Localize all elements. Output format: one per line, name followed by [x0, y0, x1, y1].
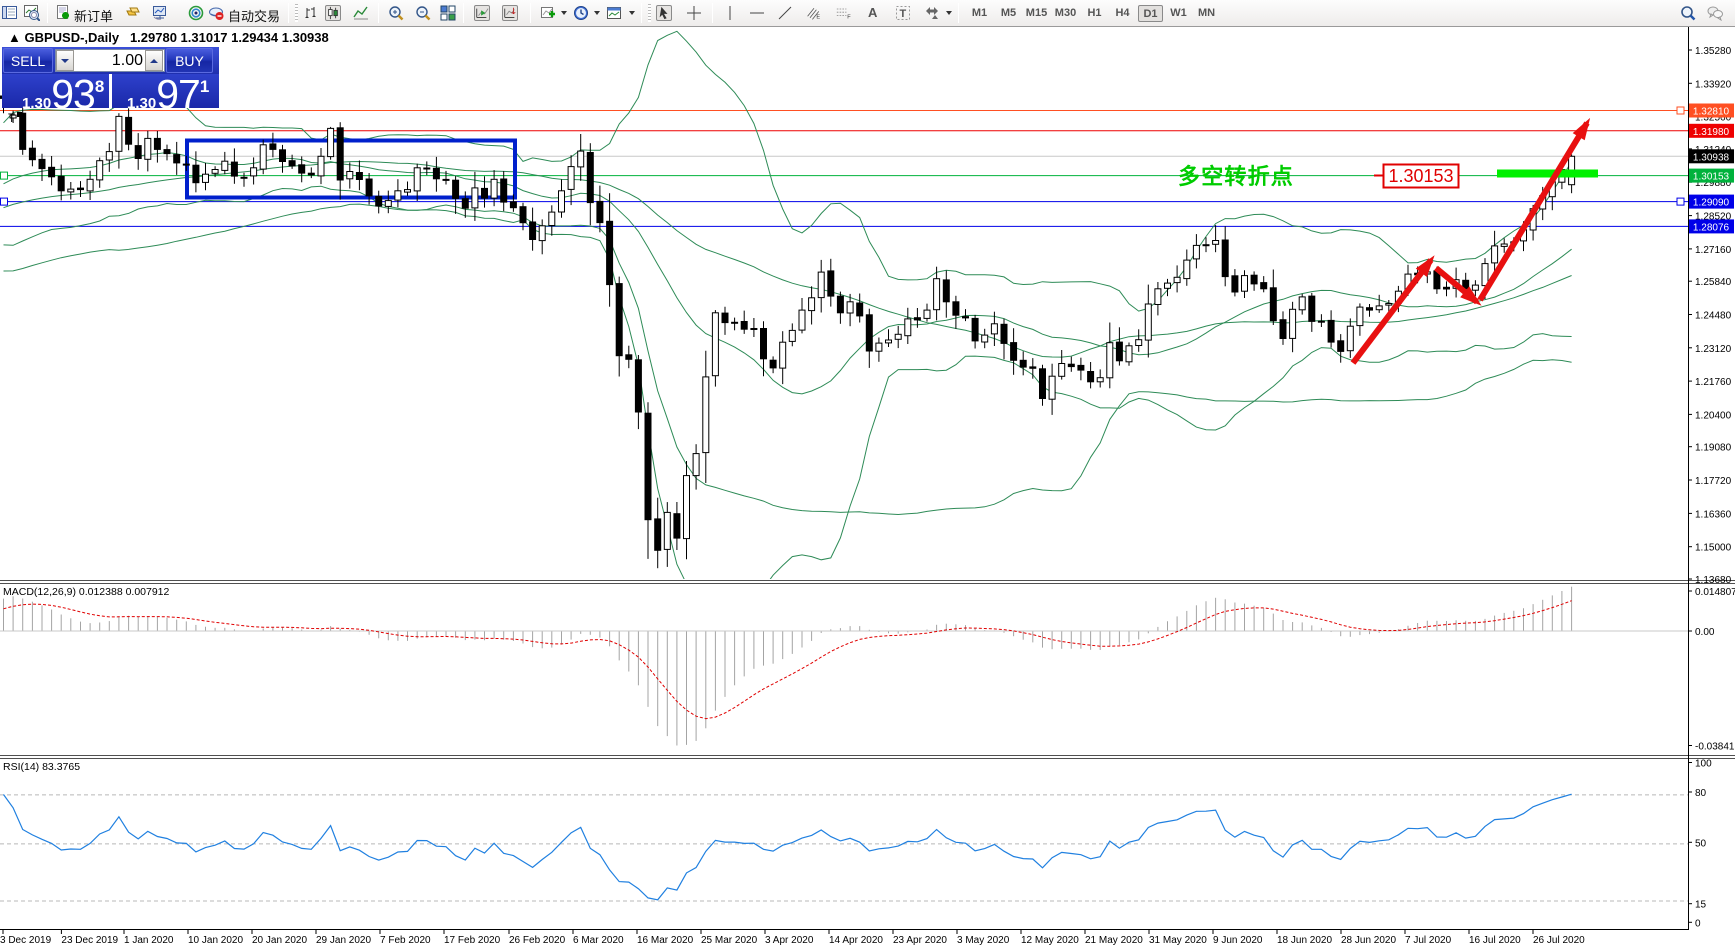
svg-text:16 Jul 2020: 16 Jul 2020 [1469, 935, 1521, 946]
svg-text:1.23120: 1.23120 [1695, 344, 1732, 355]
svg-text:1.33920: 1.33920 [1695, 79, 1732, 90]
svg-text:7 Feb 2020: 7 Feb 2020 [380, 935, 431, 946]
svg-text:12 May 2020: 12 May 2020 [1021, 935, 1079, 946]
svg-text:1.28076: 1.28076 [1693, 222, 1730, 233]
svg-text:16 Mar 2020: 16 Mar 2020 [637, 935, 694, 946]
svg-text:0.014807: 0.014807 [1695, 587, 1735, 598]
svg-text:1.15000: 1.15000 [1695, 543, 1732, 554]
svg-text:1.24480: 1.24480 [1695, 311, 1732, 322]
svg-text:100: 100 [1695, 759, 1712, 770]
svg-text:1.17720: 1.17720 [1695, 476, 1732, 487]
svg-text:F: F [847, 15, 851, 21]
svg-text:多空转折点: 多空转折点 [1178, 164, 1294, 189]
svg-text:1.29090: 1.29090 [1693, 198, 1730, 209]
svg-text:E: E [816, 15, 820, 21]
svg-text:1.25840: 1.25840 [1695, 277, 1732, 288]
svg-text:1.30153: 1.30153 [1388, 166, 1453, 186]
svg-text:1.31980: 1.31980 [1693, 127, 1730, 138]
svg-text:1.30153: 1.30153 [1693, 172, 1730, 183]
svg-text:1.21760: 1.21760 [1695, 377, 1732, 388]
svg-text:23 Apr 2020: 23 Apr 2020 [893, 935, 947, 946]
svg-text:1.20400: 1.20400 [1695, 410, 1732, 421]
svg-text:80: 80 [1695, 788, 1707, 799]
svg-text:1.35280: 1.35280 [1695, 46, 1732, 57]
svg-text:28 Jun 2020: 28 Jun 2020 [1341, 935, 1396, 946]
svg-text:31 May 2020: 31 May 2020 [1149, 935, 1207, 946]
svg-text:T: T [900, 8, 907, 20]
svg-text:15: 15 [1695, 900, 1707, 911]
svg-text:3 Apr 2020: 3 Apr 2020 [765, 935, 814, 946]
svg-text:26 Feb 2020: 26 Feb 2020 [509, 935, 566, 946]
svg-text:6 Mar 2020: 6 Mar 2020 [573, 935, 624, 946]
svg-text:20 Jan 2020: 20 Jan 2020 [252, 935, 307, 946]
svg-text:MACD(12,26,9) 0.012388 0.00791: MACD(12,26,9) 0.012388 0.007912 [3, 586, 170, 598]
svg-text:1.30938: 1.30938 [1693, 152, 1730, 163]
svg-text:1.32560: 1.32560 [1695, 113, 1732, 124]
svg-text:1.13680: 1.13680 [1695, 575, 1732, 586]
svg-text:3 May 2020: 3 May 2020 [957, 935, 1010, 946]
svg-text:23 Dec 2019: 23 Dec 2019 [61, 935, 118, 946]
svg-text:1.29880: 1.29880 [1695, 178, 1732, 189]
svg-text:29 Jan 2020: 29 Jan 2020 [316, 935, 371, 946]
svg-text:1 Jan 2020: 1 Jan 2020 [124, 935, 174, 946]
svg-text:1.16360: 1.16360 [1695, 509, 1732, 520]
svg-text:18 Jun 2020: 18 Jun 2020 [1277, 935, 1332, 946]
svg-text:14 Apr 2020: 14 Apr 2020 [829, 935, 883, 946]
svg-text:3 Dec 2019: 3 Dec 2019 [0, 935, 52, 946]
svg-text:10 Jan 2020: 10 Jan 2020 [188, 935, 243, 946]
svg-text:1.19080: 1.19080 [1695, 443, 1732, 454]
svg-text:50: 50 [1695, 838, 1707, 849]
svg-text:17 Feb 2020: 17 Feb 2020 [444, 935, 501, 946]
svg-text:1.28520: 1.28520 [1695, 212, 1732, 223]
svg-text:9 Jun 2020: 9 Jun 2020 [1213, 935, 1263, 946]
svg-text:1.27160: 1.27160 [1695, 245, 1732, 256]
svg-text:0: 0 [1695, 918, 1701, 929]
svg-text:21 May 2020: 21 May 2020 [1085, 935, 1143, 946]
svg-text:RSI(14) 83.3765: RSI(14) 83.3765 [3, 761, 80, 773]
svg-text:T: T [8, 111, 16, 125]
svg-text:7 Jul 2020: 7 Jul 2020 [1405, 935, 1452, 946]
svg-text:25 Mar 2020: 25 Mar 2020 [701, 935, 758, 946]
svg-text:26 Jul 2020: 26 Jul 2020 [1533, 935, 1585, 946]
svg-text:-0.038415: -0.038415 [1695, 742, 1735, 753]
svg-text:1.32810: 1.32810 [1693, 107, 1730, 118]
svg-text:0.00: 0.00 [1695, 627, 1715, 638]
